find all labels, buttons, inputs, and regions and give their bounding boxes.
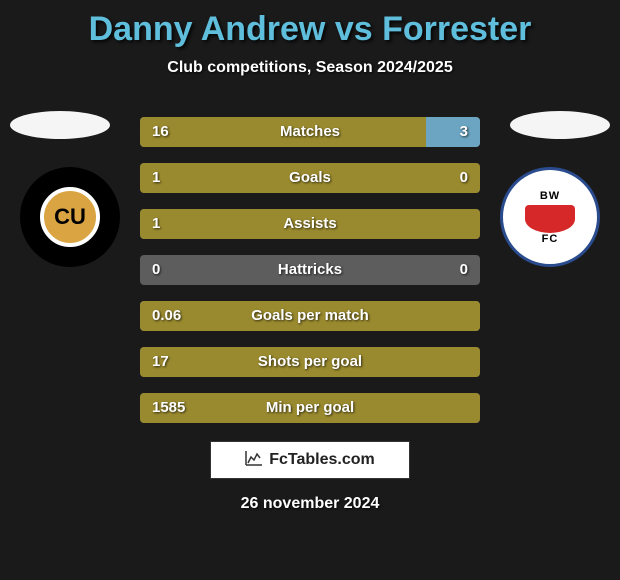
- player-photo-placeholder-left: [10, 111, 110, 139]
- badge-cu-text: CU: [40, 187, 100, 247]
- stat-label: Hattricks: [140, 255, 480, 285]
- stat-label: Matches: [140, 117, 480, 147]
- stats-bars: 163Matches 10Goals 1Assists 00Hattricks 0.06…: [140, 117, 480, 423]
- badge-cu: CU: [20, 167, 120, 267]
- stat-label: Goals: [140, 163, 480, 193]
- chart-icon: [245, 450, 263, 471]
- stat-row: 17Shots per goal: [140, 347, 480, 377]
- comparison-subtitle: Club competitions, Season 2024/2025: [0, 59, 620, 77]
- stat-label: Min per goal: [140, 393, 480, 423]
- stat-row: 1585Min per goal: [140, 393, 480, 423]
- stat-row: 0.06Goals per match: [140, 301, 480, 331]
- stat-row: 10Goals: [140, 163, 480, 193]
- stat-row: 1Assists: [140, 209, 480, 239]
- stat-label: Goals per match: [140, 301, 480, 331]
- badge-bwfc: BW FC: [500, 167, 600, 267]
- club-badge-right: BW FC: [500, 167, 600, 267]
- club-badge-left: CU: [20, 167, 120, 267]
- badge-bwfc-bottom: FC: [542, 233, 559, 245]
- stat-label: Assists: [140, 209, 480, 239]
- fctables-logo[interactable]: FcTables.com: [210, 441, 410, 479]
- stat-row: 163Matches: [140, 117, 480, 147]
- badge-bwfc-top: BW: [540, 190, 560, 202]
- stat-row: 00Hattricks: [140, 255, 480, 285]
- badge-bwfc-ribbon: [525, 205, 575, 233]
- content-area: CU BW FC 163Matches 10Goals 1Assists 00Hatt…: [0, 117, 620, 423]
- fctables-logo-text: FcTables.com: [269, 451, 375, 469]
- snapshot-date: 26 november 2024: [0, 495, 620, 513]
- stat-label: Shots per goal: [140, 347, 480, 377]
- comparison-title: Danny Andrew vs Forrester: [0, 0, 620, 49]
- player-photo-placeholder-right: [510, 111, 610, 139]
